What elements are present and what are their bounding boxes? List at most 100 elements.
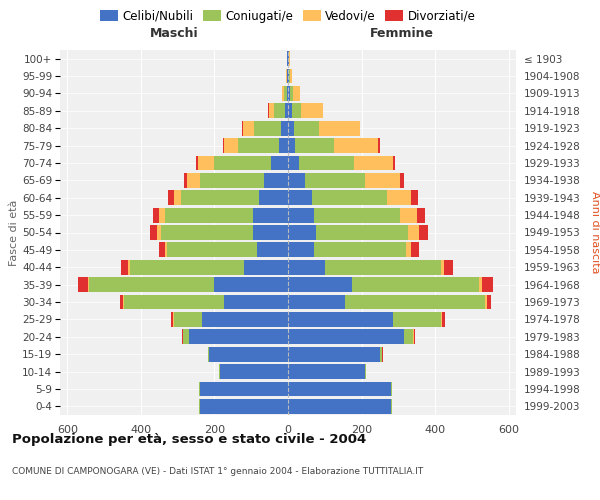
Bar — [404, 330, 413, 344]
Bar — [365, 173, 400, 188]
Bar — [269, 104, 274, 118]
Bar — [238, 138, 279, 153]
Bar — [288, 347, 380, 362]
Bar — [319, 121, 360, 136]
Bar — [202, 312, 288, 327]
Bar — [400, 208, 417, 222]
Bar — [406, 242, 411, 258]
Bar — [352, 278, 479, 292]
Bar — [224, 138, 238, 153]
Text: COMUNE DI CAMPONOGARA (VE) - Dati ISTAT 1° gennaio 2004 - Elaborazione TUTTITALI: COMUNE DI CAMPONOGARA (VE) - Dati ISTAT … — [12, 468, 423, 476]
Bar — [214, 278, 288, 292]
Bar — [253, 208, 288, 222]
Bar — [288, 399, 391, 413]
Bar — [391, 382, 392, 396]
Bar — [187, 173, 200, 188]
Bar — [199, 382, 200, 396]
Legend: Celibi/Nubili, Coniugati/e, Vedovi/e, Divorziati/e: Celibi/Nubili, Coniugati/e, Vedovi/e, Di… — [95, 5, 481, 27]
Bar — [440, 260, 444, 274]
Bar — [293, 86, 300, 101]
Bar — [288, 190, 312, 205]
Bar — [411, 242, 419, 258]
Bar — [293, 121, 319, 136]
Text: Popolazione per età, sesso e stato civile - 2004: Popolazione per età, sesso e stato civil… — [12, 432, 366, 446]
Bar — [199, 399, 200, 413]
Bar — [288, 312, 393, 327]
Bar — [224, 294, 288, 310]
Bar — [287, 52, 288, 66]
Bar — [184, 173, 187, 188]
Bar — [173, 312, 174, 327]
Bar — [288, 364, 365, 379]
Bar — [325, 260, 440, 274]
Bar — [345, 294, 485, 310]
Bar — [172, 312, 173, 327]
Bar — [119, 294, 123, 310]
Bar — [288, 68, 289, 84]
Bar — [444, 260, 454, 274]
Bar — [413, 330, 414, 344]
Bar — [282, 86, 284, 101]
Bar — [288, 156, 299, 170]
Bar — [288, 242, 314, 258]
Bar — [242, 121, 243, 136]
Bar — [290, 86, 293, 101]
Bar — [292, 104, 301, 118]
Bar — [393, 312, 440, 327]
Bar — [288, 278, 352, 292]
Bar — [183, 330, 189, 344]
Bar — [161, 225, 253, 240]
Bar — [314, 208, 400, 222]
Bar — [89, 278, 214, 292]
Bar — [288, 208, 314, 222]
Bar — [485, 294, 487, 310]
Bar — [200, 382, 288, 396]
Bar — [295, 138, 334, 153]
Bar — [442, 312, 445, 327]
Bar — [159, 208, 165, 222]
Bar — [354, 156, 393, 170]
Bar — [174, 190, 181, 205]
Bar — [220, 364, 288, 379]
Bar — [165, 242, 167, 258]
Text: Femmine: Femmine — [370, 26, 434, 40]
Bar — [334, 138, 378, 153]
Bar — [288, 173, 305, 188]
Bar — [378, 138, 380, 153]
Bar — [254, 121, 281, 136]
Bar — [279, 138, 288, 153]
Bar — [387, 190, 411, 205]
Bar — [360, 121, 361, 136]
Bar — [244, 260, 288, 274]
Bar — [181, 190, 259, 205]
Bar — [274, 104, 285, 118]
Bar — [479, 278, 482, 292]
Bar — [257, 242, 288, 258]
Bar — [380, 347, 382, 362]
Bar — [407, 225, 419, 240]
Bar — [198, 156, 214, 170]
Bar — [288, 260, 325, 274]
Bar — [305, 173, 365, 188]
Bar — [487, 294, 491, 310]
Bar — [393, 156, 395, 170]
Bar — [209, 347, 288, 362]
Bar — [152, 208, 159, 222]
Bar — [128, 260, 130, 274]
Bar — [214, 156, 271, 170]
Bar — [288, 330, 404, 344]
Bar — [200, 399, 288, 413]
Bar — [285, 104, 288, 118]
Bar — [288, 138, 295, 153]
Bar — [482, 278, 493, 292]
Bar — [312, 190, 387, 205]
Bar — [271, 156, 288, 170]
Bar — [414, 330, 415, 344]
Bar — [79, 278, 88, 292]
Y-axis label: Anni di nascita: Anni di nascita — [590, 191, 600, 274]
Bar — [288, 86, 290, 101]
Bar — [264, 173, 288, 188]
Bar — [223, 138, 224, 153]
Bar — [290, 68, 292, 84]
Bar — [189, 330, 288, 344]
